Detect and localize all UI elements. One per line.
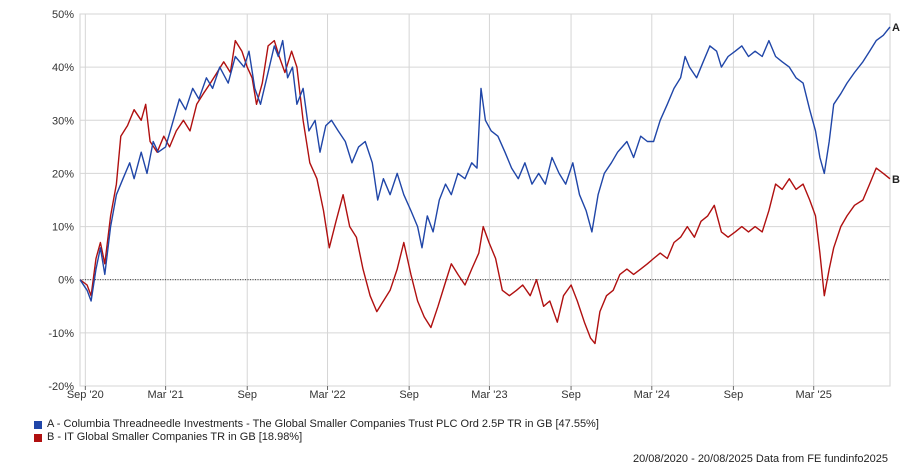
x-tick-label: Mar '23 [471,389,507,401]
legend-item-a: A - Columbia Threadneedle Investments - … [34,418,599,431]
x-tick-label: Sep [237,389,257,401]
x-tick-label: Mar '25 [796,389,832,401]
y-tick-label: 30% [52,115,74,127]
series-line-b [79,39,891,345]
x-tick-label: Sep [561,389,581,401]
legend-item-b: B - IT Global Smaller Companies TR in GB… [34,431,599,444]
footer-source: 20/08/2020 - 20/08/2025 Data from FE fun… [632,453,888,465]
x-tick-label: Mar '24 [634,389,670,401]
legend-swatch-b [34,433,42,442]
legend-label-a: A - Columbia Threadneedle Investments - … [47,418,599,430]
y-tick-label: 0% [58,275,74,287]
x-tick-label: Mar '22 [309,389,345,401]
x-axis-ticks: Sep '20 Mar '21 Sep Mar '22 Sep Mar '23 Sep Mar… [67,386,832,401]
y-tick-label: 20% [52,168,74,180]
x-tick-label: Mar '21 [147,389,183,401]
y-tick-label: -20% [48,381,74,393]
y-axis-ticks: -20% -10% 0% 10% 20% 30% 40% 50% [48,9,74,393]
y-tick-label: -10% [48,328,74,340]
y-tick-label: 40% [52,62,74,74]
legend: A - Columbia Threadneedle Investments - … [34,418,599,444]
series-lines [79,26,891,345]
x-tick-label: Sep '20 [67,389,104,401]
x-tick-label: Sep [724,389,744,401]
x-tick-label: Sep [399,389,419,401]
series-a-end-label: A [892,22,900,34]
plot-area [79,13,891,387]
legend-label-b: B - IT Global Smaller Companies TR in GB… [47,431,303,443]
series-line-a [79,26,891,302]
y-tick-label: 10% [52,222,74,234]
y-tick-label: 50% [52,9,74,21]
legend-swatch-a [34,420,42,429]
series-b-end-label: B [892,174,900,186]
